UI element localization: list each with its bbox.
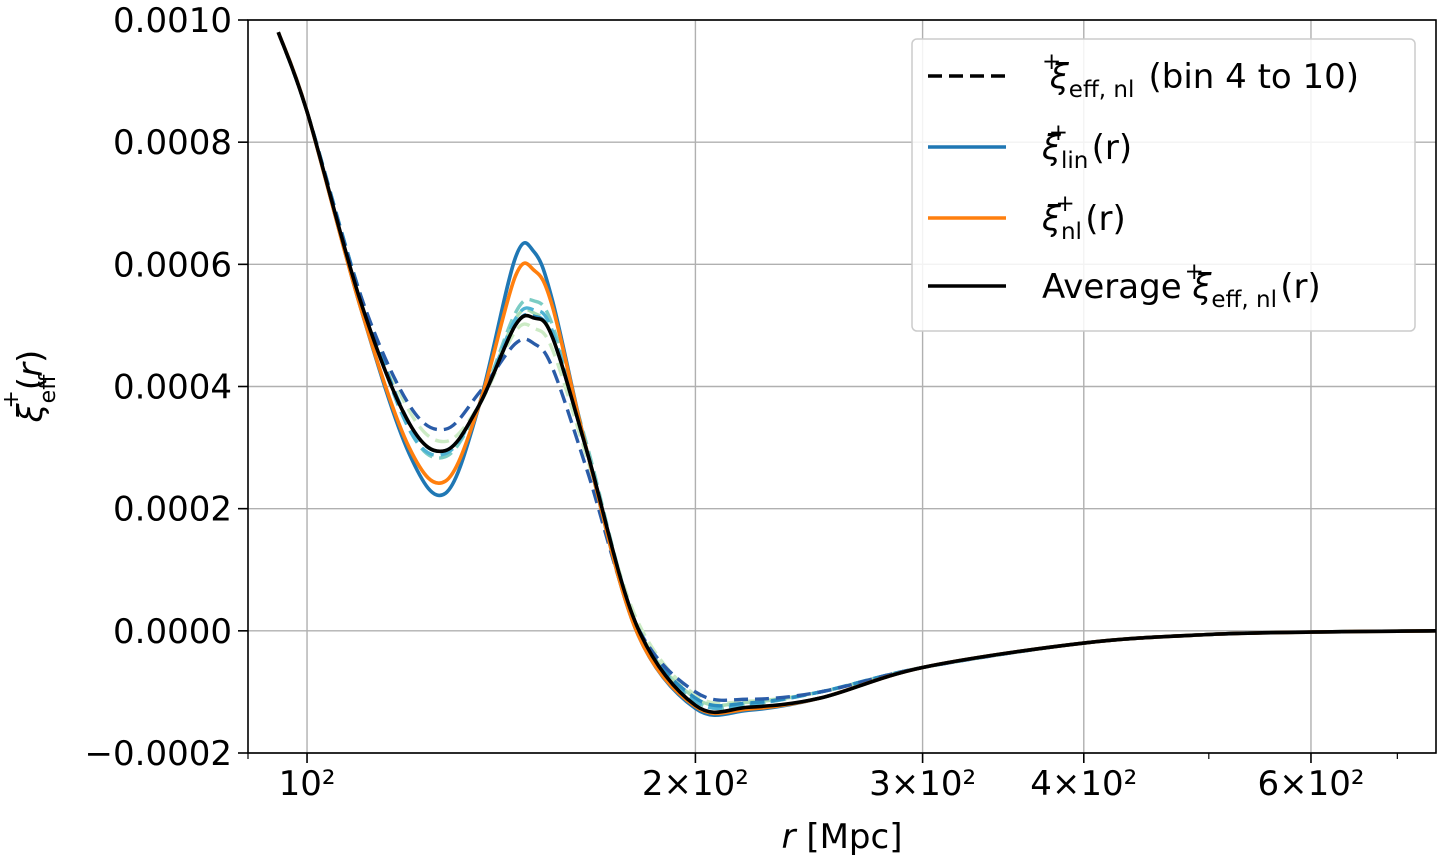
y-tick-label: 0.0002: [113, 490, 232, 530]
axis-ticks: −0.0002 0.0000 0.0002 0.0004 0.0006 0.0008 0.0…: [85, 1, 1398, 804]
y-tick-label: 0.0008: [113, 123, 232, 163]
y-tick-label: 0.0006: [113, 245, 232, 285]
series-line-average-eff-nl-r: [276, 31, 1436, 715]
y-tick-label: 0.0000: [113, 612, 232, 652]
x-tick-label: 2×10²: [642, 764, 749, 804]
y-tick-label: 0.0004: [113, 368, 232, 408]
legend-entry-label: ξlin+ (r): [1041, 120, 1132, 174]
x-tick-label: 10²: [279, 764, 336, 804]
x-tick-label: 3×10²: [869, 764, 976, 804]
legend-box: [911, 38, 1416, 332]
y-tick-label: 0.0010: [113, 1, 232, 41]
x-tick-label: 6×10²: [1257, 764, 1364, 804]
y-tick-label: −0.0002: [85, 734, 232, 774]
legend-entry-label: Average ξeff, nl+ (r): [1042, 259, 1321, 313]
y-axis-title: ξeff+(r): [0, 350, 61, 424]
legend: ξeff, nl+ (bin 4 to 10) ξlin+ (r) ξnl+ (r) Av…: [911, 38, 1416, 332]
plot-lines: [276, 31, 1436, 718]
legend-entry-label: ξeff, nl+ (bin 4 to 10): [1042, 49, 1359, 103]
legend-entry-label: ξnl+ (r): [1041, 191, 1126, 245]
x-axis-title: r [Mpc]: [782, 817, 903, 857]
x-tick-label: 4×10²: [1030, 764, 1137, 804]
